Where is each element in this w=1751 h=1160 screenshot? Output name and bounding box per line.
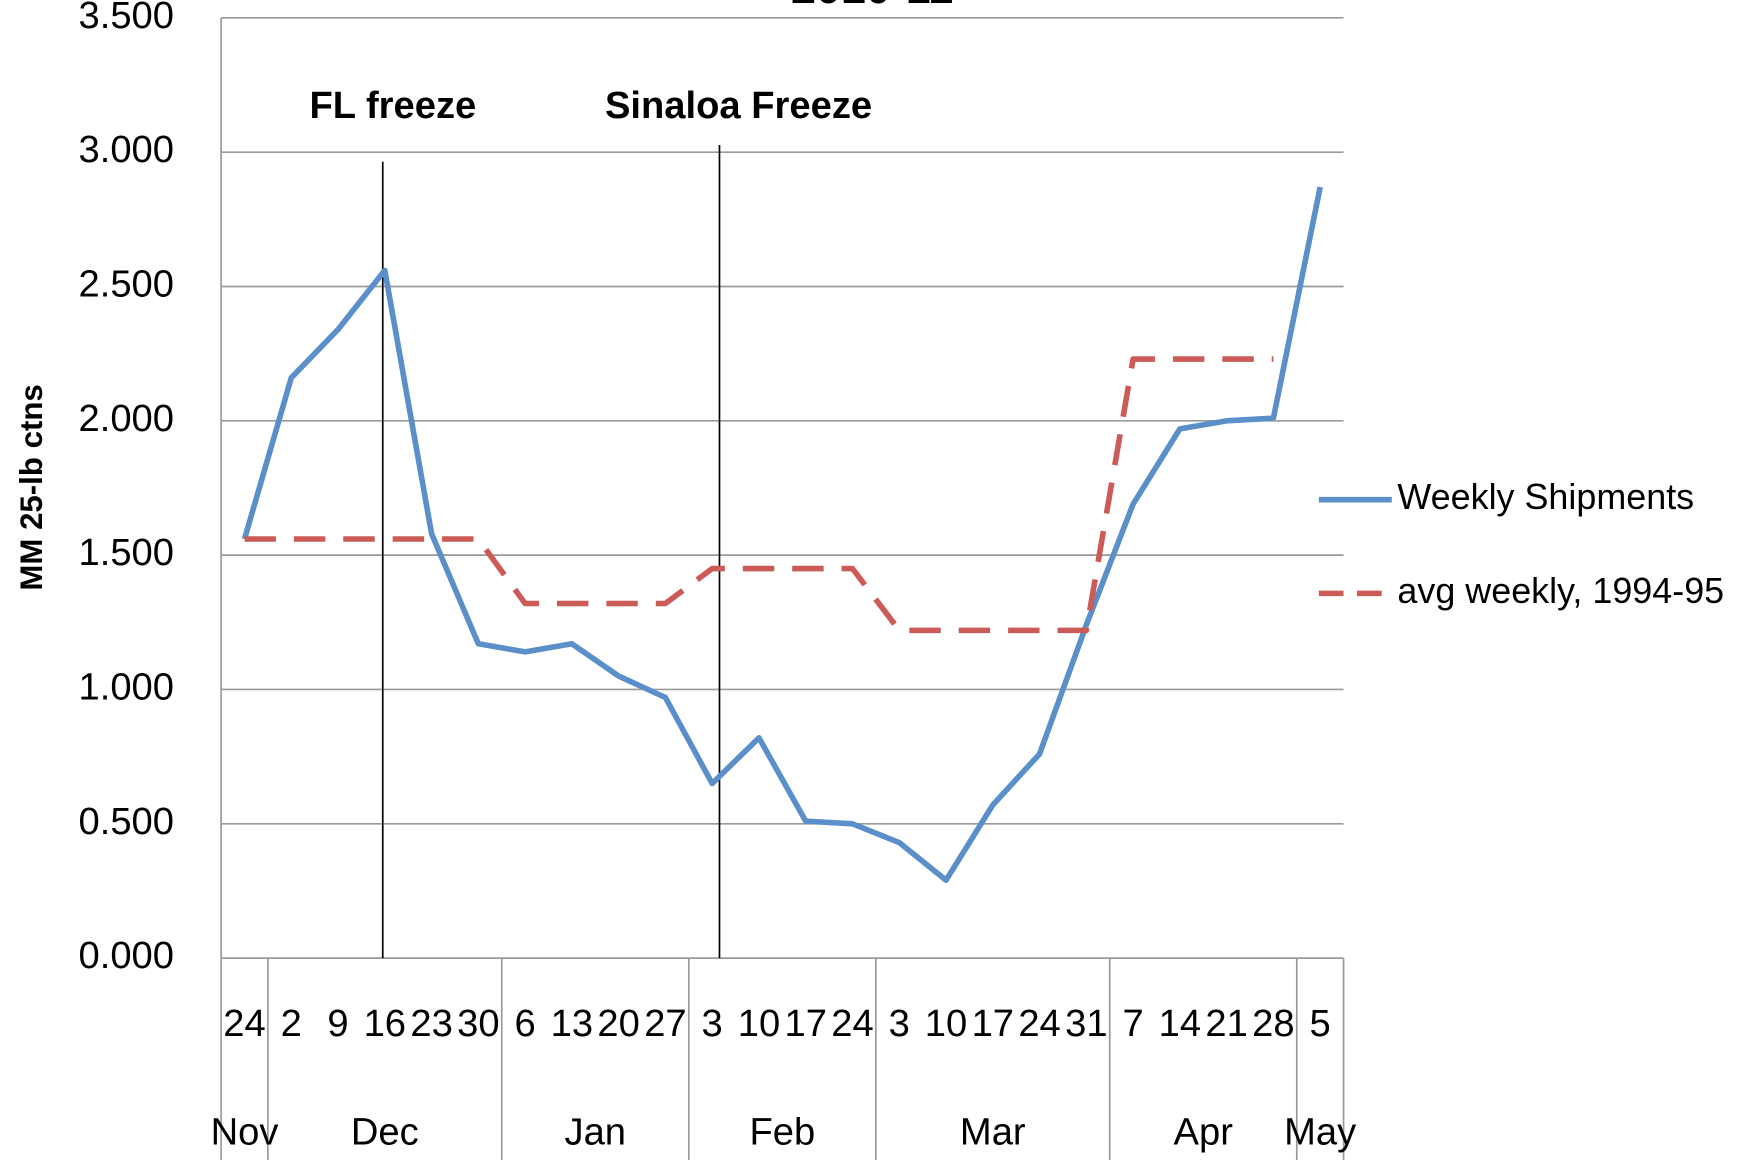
y-tick-label: 2.000 xyxy=(79,398,174,440)
x-tick-label: 3 xyxy=(702,1003,723,1045)
y-tick-label: 3.500 xyxy=(79,0,174,37)
x-tick-label: 3 xyxy=(889,1003,910,1045)
series-line xyxy=(244,356,1274,634)
x-tick-label: 31 xyxy=(1065,1003,1107,1045)
x-tick-label: 6 xyxy=(515,1003,536,1045)
x-tick-label: 10 xyxy=(738,1003,780,1045)
month-label: Nov xyxy=(211,1111,279,1153)
x-tick-label: 17 xyxy=(784,1003,826,1045)
x-tick-label: 5 xyxy=(1310,1003,1331,1045)
y-tick-label: 2.500 xyxy=(79,264,174,306)
x-tick-label: 24 xyxy=(223,1003,265,1045)
x-tick-label: 24 xyxy=(1018,1003,1060,1045)
y-tick-label: 1.500 xyxy=(79,532,174,574)
y-axis-label: MM 25-lb ctns xyxy=(14,384,49,590)
x-tick-label: 9 xyxy=(327,1003,348,1045)
x-tick-label: 21 xyxy=(1205,1003,1247,1045)
legend-label: avg weekly, 1994-95 xyxy=(1397,571,1724,611)
y-tick-label: 0.000 xyxy=(79,935,174,977)
x-tick-label: 28 xyxy=(1252,1003,1294,1045)
x-tick-label: 23 xyxy=(410,1003,452,1045)
x-tick-label: 24 xyxy=(831,1003,873,1045)
legend-label: Weekly Shipments xyxy=(1397,477,1694,517)
y-tick-label: 0.500 xyxy=(79,801,174,843)
x-tick-label: 13 xyxy=(551,1003,593,1045)
x-tick-label: 14 xyxy=(1159,1003,1201,1045)
month-label: May xyxy=(1284,1111,1356,1153)
annotation: Sinaloa Freeze xyxy=(605,85,872,127)
month-label: Mar xyxy=(960,1111,1026,1153)
x-tick-label: 20 xyxy=(597,1003,639,1045)
x-tick-label: 16 xyxy=(364,1003,406,1045)
x-tick-label: 7 xyxy=(1122,1003,1143,1045)
x-tick-label: 2 xyxy=(281,1003,302,1045)
x-tick-label: 10 xyxy=(925,1003,967,1045)
month-label: Apr xyxy=(1174,1111,1234,1153)
month-label: Jan xyxy=(565,1111,627,1153)
month-label: Feb xyxy=(749,1111,815,1153)
month-label: Dec xyxy=(351,1111,419,1153)
chart-title: 2010-11 xyxy=(791,0,953,13)
x-tick-label: 17 xyxy=(972,1003,1014,1045)
x-tick-label: 27 xyxy=(644,1003,686,1045)
series-line xyxy=(241,186,1323,883)
y-tick-label: 3.000 xyxy=(79,129,174,171)
x-tick-label: 30 xyxy=(457,1003,499,1045)
annotation: FL freeze xyxy=(309,85,476,127)
y-tick-label: 1.000 xyxy=(79,667,174,709)
